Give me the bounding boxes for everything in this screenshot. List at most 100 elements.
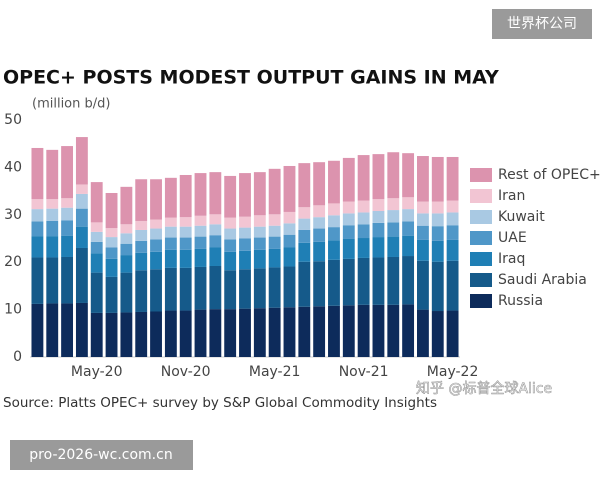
bar-segment <box>431 240 444 262</box>
bar-segment <box>194 173 207 216</box>
bar-segment <box>328 227 340 241</box>
bar-segment <box>357 224 370 239</box>
bar-segment <box>209 172 222 215</box>
bar-segment <box>239 216 251 228</box>
bar-segment <box>372 211 385 223</box>
bar-segment <box>224 217 237 229</box>
bar-segment <box>431 261 444 312</box>
bar-segment <box>150 311 162 357</box>
bar-segment <box>150 179 162 220</box>
legend-swatch <box>470 231 492 245</box>
legend-label: Saudi Arabia <box>498 272 587 288</box>
bar-segment <box>313 162 326 206</box>
bar-segment <box>328 240 340 260</box>
bar-segment <box>342 225 355 239</box>
bar-segment <box>342 238 355 259</box>
bar-segment <box>298 242 311 262</box>
bar-segment <box>46 199 59 209</box>
bar-segment <box>268 267 281 308</box>
bar-segment <box>328 160 340 204</box>
bar-segment <box>387 152 400 199</box>
bar-segment <box>209 309 222 357</box>
bar-segment <box>150 228 162 240</box>
bar-segment <box>298 261 311 307</box>
x-tick-label: Nov-20 <box>161 364 211 380</box>
bar-segment <box>105 237 118 248</box>
bar-segment <box>342 213 355 226</box>
bar-segment <box>179 267 192 311</box>
bar-segment <box>75 247 88 303</box>
bar-segment <box>61 220 73 236</box>
bar-segment <box>61 198 73 208</box>
bar-segment <box>298 207 311 219</box>
bar-segment <box>253 172 266 216</box>
bar-segment <box>402 235 415 257</box>
bar-segment <box>194 266 207 310</box>
bar-segment <box>298 163 311 208</box>
bar-segment <box>31 147 44 200</box>
bar-segment <box>313 228 326 242</box>
y-tick-label: 20 <box>4 254 22 270</box>
bar-segment <box>417 225 429 240</box>
bar-segment <box>283 234 296 248</box>
bar-segment <box>120 186 133 225</box>
y-tick-label: 10 <box>4 302 22 318</box>
bar-segment <box>357 155 370 201</box>
bar-segment <box>194 215 207 226</box>
bar-segment <box>120 224 133 234</box>
legend-swatch <box>470 210 492 224</box>
bar-segment <box>417 156 429 202</box>
bar-segment <box>417 309 429 357</box>
bar-segment <box>283 247 296 267</box>
bar-segment <box>31 209 44 222</box>
bar-segment <box>417 201 429 214</box>
bar-segment <box>61 146 73 199</box>
bar-segment <box>46 257 59 304</box>
bar-segment <box>283 211 296 224</box>
bar-segment <box>31 257 44 304</box>
bar-segment <box>135 240 148 253</box>
bar-segment <box>446 239 459 261</box>
bar-segment <box>179 217 192 227</box>
bar-segment <box>446 260 459 311</box>
bar-segment <box>342 305 355 357</box>
bar-segment <box>313 217 326 229</box>
y-tick-label: 30 <box>4 207 22 223</box>
bar-segment <box>387 236 400 257</box>
bar-segment <box>224 175 237 218</box>
bar-segment <box>357 200 370 213</box>
bar-segment <box>90 253 103 273</box>
bar-segment <box>194 248 207 267</box>
bar-segment <box>75 302 88 357</box>
bar-segment <box>313 241 326 262</box>
bar-segment <box>313 306 326 357</box>
legend-swatch <box>470 252 492 266</box>
bar-segment <box>194 236 207 249</box>
bar-segment <box>253 226 266 238</box>
bar-segment <box>164 267 177 311</box>
bar-segment <box>224 270 237 310</box>
bar-segment <box>164 249 177 268</box>
bar-segment <box>253 237 266 250</box>
bar-segment <box>75 137 88 185</box>
bar-segment <box>46 236 59 258</box>
bar-segment <box>179 249 192 268</box>
legend-swatch <box>470 273 492 287</box>
bar-segment <box>402 153 415 198</box>
bar-segment <box>150 239 162 252</box>
bar-segment <box>164 177 177 218</box>
bar-segment <box>75 226 88 248</box>
bar-segment <box>46 220 59 237</box>
bar-segment <box>372 222 385 238</box>
bar-segment <box>90 231 103 242</box>
bar-segment <box>402 256 415 305</box>
chart-title: OPEC+ POSTS MODEST OUTPUT GAINS IN MAY <box>3 67 499 89</box>
bar-segment <box>431 156 444 202</box>
bar-segment <box>105 247 118 259</box>
bar-segment <box>224 251 237 271</box>
legend-label: Iraq <box>498 251 525 267</box>
bar-segment <box>372 237 385 258</box>
bar-segment <box>431 213 444 227</box>
bar-segment <box>328 203 340 216</box>
bar-segment <box>357 304 370 357</box>
